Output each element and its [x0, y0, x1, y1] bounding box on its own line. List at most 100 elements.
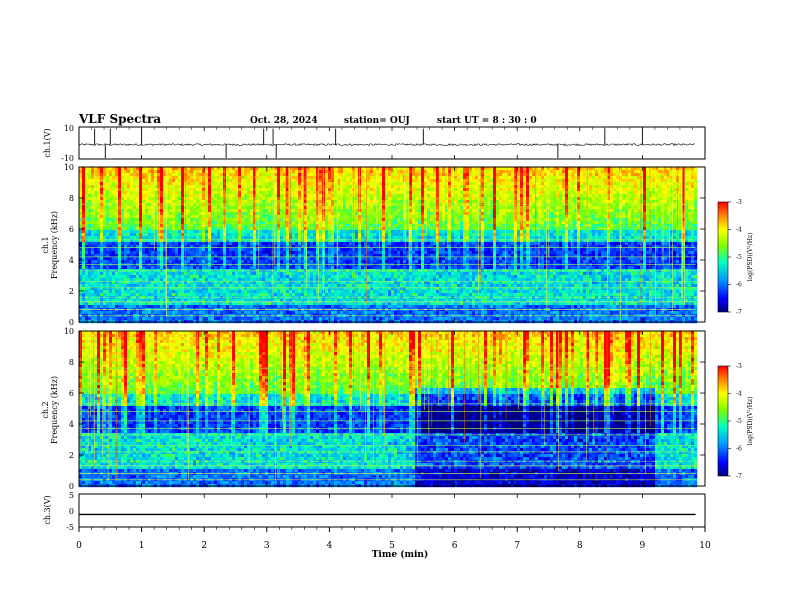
- spectrogram-cell: [295, 248, 299, 252]
- spectrogram-cell: [259, 305, 263, 309]
- spectrogram-cell: [268, 296, 272, 300]
- spectrogram-cell: [196, 224, 200, 228]
- spectrogram-cell: [298, 224, 302, 228]
- spectrogram-cell: [244, 257, 248, 261]
- spectrogram-cell: [142, 317, 146, 321]
- spectrogram-cell: [253, 212, 257, 216]
- spectrogram-cell: [310, 239, 314, 243]
- spectrogram-cell: [253, 278, 257, 282]
- spectrogram-cell: [118, 212, 122, 216]
- spectrogram-cell: [136, 317, 140, 321]
- spectrogram-cell: [355, 311, 359, 315]
- spectrogram-cell: [109, 191, 113, 195]
- spectrogram-cell: [355, 305, 359, 309]
- spectrogram-cell: [358, 239, 362, 243]
- spectrogram-cell: [160, 281, 164, 285]
- spectrogram-cell: [172, 278, 176, 282]
- spectrogram-cell: [151, 212, 155, 216]
- spectrogram-cell: [106, 203, 110, 207]
- spectrogram-cell: [148, 281, 152, 285]
- spectrogram-cell: [310, 224, 314, 228]
- spectrogram-cell: [199, 224, 203, 228]
- spectrogram-cell: [211, 194, 215, 198]
- spectrogram-cell: [121, 299, 125, 303]
- spectrogram-cell: [223, 290, 227, 294]
- spectrogram-cell: [88, 203, 92, 207]
- spectrogram-cell: [307, 305, 311, 309]
- spectrogram-cell: [217, 170, 221, 174]
- spectrogram-cell: [343, 302, 347, 306]
- spectrogram-cell: [265, 281, 269, 285]
- spectrogram-cell: [79, 218, 83, 222]
- spectrogram-cell: [226, 317, 230, 321]
- spectrogram-cell: [199, 242, 203, 246]
- spectrogram-cell: [220, 167, 224, 171]
- spectrogram-cell: [124, 275, 128, 279]
- spectrogram-cell: [172, 236, 176, 240]
- spectrogram-cell: [214, 230, 218, 234]
- spectrogram-cell: [211, 251, 215, 255]
- spectrogram-cell: [172, 287, 176, 291]
- spectrogram-cell: [166, 251, 170, 255]
- spectrogram-cell: [211, 224, 215, 228]
- spectrogram-cell: [232, 233, 236, 237]
- spectrogram-cell: [109, 260, 113, 264]
- spectrogram-cell: [214, 176, 218, 180]
- spectrogram-cell: [91, 224, 95, 228]
- spectrogram-cell: [91, 227, 95, 231]
- spectrogram-cell: [106, 302, 110, 306]
- spectrogram-cell: [346, 203, 350, 207]
- spectrogram-cell: [199, 245, 203, 249]
- spectrogram-cell: [268, 191, 272, 195]
- spectrogram-cell: [217, 236, 221, 240]
- spectrogram-cell: [211, 278, 215, 282]
- spectrogram-cell: [292, 275, 296, 279]
- spectrogram-cell: [79, 191, 83, 195]
- spectrogram-cell: [130, 218, 134, 222]
- spectrogram-cell: [124, 224, 128, 228]
- spectrogram-cell: [226, 224, 230, 228]
- spectrogram-cell: [295, 236, 299, 240]
- spectrogram-cell: [175, 236, 179, 240]
- spectrogram-cell: [184, 317, 188, 321]
- spectrogram-cell: [136, 302, 140, 306]
- spectrogram-cell: [136, 203, 140, 207]
- spectrogram-cell: [145, 203, 149, 207]
- spectrogram-cell: [259, 239, 263, 243]
- spectrogram-cell: [241, 260, 245, 264]
- spectrogram-cell: [223, 296, 227, 300]
- spectrogram-cell: [151, 248, 155, 252]
- spectrogram-cell: [343, 170, 347, 174]
- spectrogram-cell: [97, 218, 101, 222]
- spectrogram-cell: [142, 218, 146, 222]
- spectrogram-cell: [340, 272, 344, 276]
- spectrogram-cell: [79, 302, 83, 306]
- spectrogram-cell: [208, 179, 212, 183]
- spectrogram-cell: [268, 203, 272, 207]
- spectrogram-cell: [340, 260, 344, 264]
- spectrogram-cell: [238, 215, 242, 219]
- spectrogram-cell: [220, 185, 224, 189]
- spectrogram-cell: [253, 173, 257, 177]
- spectrogram-cell: [256, 215, 260, 219]
- spectrogram-cell: [106, 305, 110, 309]
- spectrogram-cell: [331, 173, 335, 177]
- spectrogram-cell: [328, 200, 332, 204]
- spectrogram-cell: [172, 281, 176, 285]
- spectrogram-cell: [112, 260, 116, 264]
- spectrogram-cell: [121, 311, 125, 315]
- spectrogram-cell: [193, 236, 197, 240]
- spectrogram-cell: [271, 242, 275, 246]
- spectrogram-cell: [172, 170, 176, 174]
- spectrogram-cell: [196, 200, 200, 204]
- spectrogram-cell: [343, 242, 347, 246]
- spectrogram-cell: [253, 257, 257, 261]
- spectrogram-cell: [94, 305, 98, 309]
- spectrogram-cell: [247, 248, 251, 252]
- spectrogram-cell: [262, 191, 266, 195]
- spectrogram-cell: [304, 311, 308, 315]
- spectrogram-cell: [211, 209, 215, 213]
- spectrogram-cell: [103, 218, 107, 222]
- spectrogram-cell: [127, 212, 131, 216]
- spectrogram-cell: [259, 254, 263, 258]
